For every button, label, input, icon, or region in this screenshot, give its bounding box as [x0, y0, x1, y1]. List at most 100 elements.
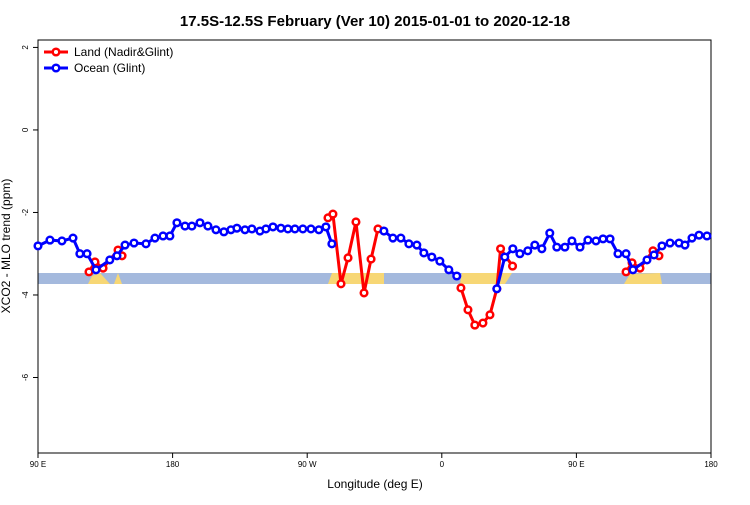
data-point [283, 224, 293, 234]
data-point [158, 231, 168, 241]
data-point [180, 221, 190, 231]
plot: 90 E 180 90 W 0 90 E 180 2 0 -2 -4 -6 Land (Nadir&G… [21, 45, 718, 469]
data-point [496, 244, 506, 254]
data-point [150, 233, 160, 243]
legend-marker [51, 63, 61, 73]
y-tick-label: 2 [21, 45, 30, 50]
data-point [388, 233, 398, 243]
data-point [120, 240, 130, 250]
data-point [478, 318, 488, 328]
data-point [694, 230, 704, 240]
data-point [261, 224, 271, 234]
data-point [419, 248, 429, 258]
data-point [68, 233, 78, 243]
x-axis-label: Longitude (deg E) [327, 477, 422, 491]
y-tick-label: -6 [21, 373, 30, 381]
data-point [435, 256, 445, 266]
data-point [598, 234, 608, 244]
data-point [657, 241, 667, 251]
data-point [485, 310, 495, 320]
data-point [613, 249, 623, 259]
legend-marker [51, 47, 61, 57]
data-point [523, 246, 533, 256]
data-point [621, 249, 631, 259]
data-point [327, 239, 337, 249]
data-point [396, 233, 406, 243]
data-point [500, 252, 510, 262]
data-point [336, 279, 346, 289]
data-point [306, 224, 316, 234]
data-point [82, 249, 92, 259]
y-axis-label: XCO2 - MLO trend (ppm) [0, 179, 13, 314]
data-point [492, 284, 502, 294]
data-point [359, 288, 369, 298]
data-point [456, 283, 466, 293]
data-point [444, 265, 454, 275]
data-point [298, 224, 308, 234]
data-point [232, 223, 242, 233]
data-point [404, 239, 414, 249]
data-point [314, 225, 324, 235]
data-point [583, 235, 593, 245]
data-point [187, 221, 197, 231]
data-point [379, 226, 389, 236]
data-point [351, 217, 361, 227]
data-point [328, 209, 338, 219]
data-point [57, 236, 67, 246]
data-point [575, 242, 585, 252]
data-point [343, 253, 353, 263]
data-point [412, 240, 422, 250]
data-point [321, 222, 331, 232]
data-point [290, 224, 300, 234]
data-point [195, 218, 205, 228]
legend-label: Ocean (Glint) [74, 61, 145, 75]
x-tick-label: 90 E [568, 460, 584, 469]
data-point [649, 250, 659, 260]
data-point [240, 225, 250, 235]
mask-band [38, 273, 711, 284]
data-point [552, 242, 562, 252]
chart-title: 17.5S-12.5S February (Ver 10) 2015-01-01… [180, 13, 570, 30]
data-point [219, 227, 229, 237]
data-point [366, 254, 376, 264]
data-point [470, 320, 480, 330]
data-point [545, 228, 555, 238]
y-tick-label: -2 [21, 208, 30, 216]
data-point [642, 255, 652, 265]
data-point [247, 224, 257, 234]
data-point [591, 236, 601, 246]
data-point [560, 242, 570, 252]
data-point [84, 267, 94, 277]
x-tick-label: 90 W [298, 460, 317, 469]
y-tick-label: 0 [21, 127, 30, 132]
data-point [165, 231, 175, 241]
data-point [203, 221, 213, 231]
y-tick-label: -4 [21, 291, 30, 299]
data-point [172, 218, 182, 228]
data-point [427, 252, 437, 262]
data-point [45, 235, 55, 245]
data-point [621, 267, 631, 277]
data-point [680, 240, 690, 250]
data-point [508, 244, 518, 254]
data-point [112, 251, 122, 261]
x-tick-label: 180 [166, 460, 180, 469]
data-point [463, 305, 473, 315]
x-tick-label: 180 [704, 460, 718, 469]
data-point [452, 271, 462, 281]
data-point [507, 261, 518, 271]
data-point [268, 222, 278, 232]
data-point [105, 255, 115, 265]
data-point [276, 223, 286, 233]
data-point [628, 265, 638, 275]
data-point [75, 249, 85, 259]
data-point [537, 244, 547, 254]
x-tick-label: 0 [440, 460, 445, 469]
data-point [567, 236, 577, 246]
legend-label: Land (Nadir&Glint) [74, 45, 173, 59]
data-point [665, 238, 675, 248]
x-tick-label: 90 E [30, 460, 46, 469]
data-point [515, 249, 525, 259]
